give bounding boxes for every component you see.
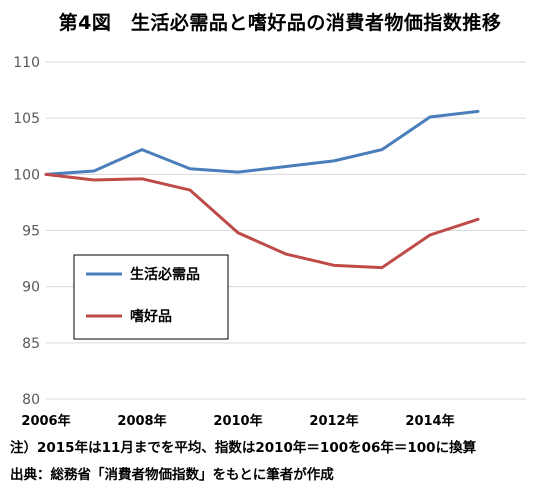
gridlines (46, 61, 526, 400)
chart-title: 第4図 生活必需品と嗜好品の消費者物価指数推移 (58, 12, 502, 34)
x-axis-ticks: 2006年 2008年 2010年 2012年 2014年 (21, 413, 454, 429)
x-tick-label: 2006年 (21, 413, 70, 429)
x-tick-label: 2014年 (405, 413, 454, 429)
legend-label: 生活必需品 (130, 266, 200, 283)
x-tick-label: 2010年 (213, 413, 262, 429)
y-tick-label: 80 (22, 392, 40, 408)
legend-box (73, 254, 229, 340)
y-tick-label: 105 (13, 111, 40, 127)
legend-label: 嗜好品 (130, 308, 172, 325)
y-tick-label: 110 (13, 55, 40, 71)
footnote: 注）2015年は11月までを平均、指数は2010年＝100を06年＝100に換算 (10, 440, 477, 456)
y-tick-label: 95 (22, 224, 40, 240)
x-tick-label: 2008年 (117, 413, 166, 429)
series-line-2 (44, 172, 480, 270)
y-tick-label: 85 (22, 336, 40, 352)
y-tick-label: 100 (13, 167, 40, 183)
x-tick-label: 2012年 (309, 413, 358, 429)
series-line-1 (44, 109, 480, 176)
source-note: 出典：総務省「消費者物価指数」をもとに筆者が作成 (10, 467, 334, 483)
y-axis-ticks: 80 85 90 95 100 105 110 (13, 55, 40, 408)
series-lines (44, 109, 480, 270)
y-tick-label: 90 (22, 280, 40, 296)
